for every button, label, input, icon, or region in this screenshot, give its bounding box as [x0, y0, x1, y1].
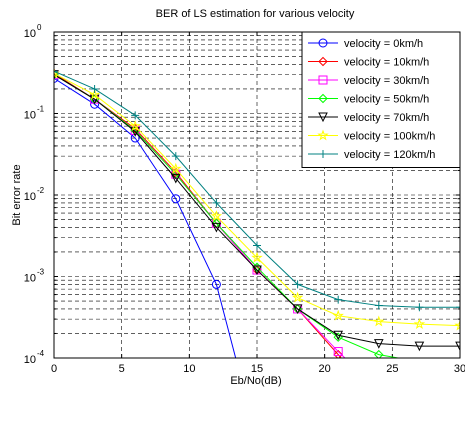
- data-point: [333, 330, 344, 341]
- data-point: [54, 67, 60, 79]
- data-point: [211, 279, 221, 289]
- y-tick-label-base: 10: [24, 110, 36, 122]
- y-tick-label: 10-4: [24, 349, 45, 366]
- y-axis-label: Bit error rate: [11, 164, 23, 225]
- legend-box: [301, 31, 461, 168]
- data-point: [171, 194, 181, 204]
- x-tick-label: 10: [183, 363, 195, 375]
- legend-entry: velocity = 0km/h: [308, 38, 423, 50]
- x-tick-label: 20: [319, 363, 331, 375]
- data-point: [210, 210, 223, 222]
- series-line: [54, 74, 460, 347]
- y-tick-label-exponent: -4: [37, 349, 45, 358]
- data-point: [373, 315, 385, 327]
- data-point: [455, 341, 460, 352]
- data-point: [414, 341, 425, 352]
- y-tick-label-base: 10: [24, 273, 36, 285]
- y-tick-label-base: 10: [24, 354, 36, 366]
- series-5: [54, 67, 460, 331]
- legend-marker: [318, 75, 328, 85]
- legend-marker: [317, 129, 329, 141]
- data-point: [253, 241, 261, 250]
- data-point: [90, 99, 100, 109]
- y-tick-label: 10-3: [24, 268, 45, 285]
- legend-marker: [318, 112, 328, 123]
- data-point: [456, 303, 460, 312]
- data-point: [333, 347, 343, 357]
- y-tick-label: 10-1: [24, 105, 45, 122]
- data-point: [251, 251, 263, 263]
- series-0: [54, 73, 237, 358]
- data-point: [334, 295, 343, 304]
- data-point: [131, 111, 140, 120]
- series-6: [54, 67, 460, 312]
- data-point: [293, 280, 302, 289]
- data-point: [88, 88, 101, 100]
- data-point: [373, 339, 384, 349]
- data-point: [90, 84, 99, 93]
- x-tick-label: 0: [51, 363, 57, 375]
- data-point: [333, 349, 343, 358]
- data-point: [292, 304, 303, 315]
- legend-entry: velocity = 100km/h: [308, 129, 435, 143]
- x-tick-label: 15: [251, 363, 263, 375]
- plot-frame: [53, 31, 461, 359]
- legend-marker: [318, 56, 328, 67]
- y-tick-label-exponent: -2: [37, 186, 45, 195]
- legend-entry: velocity = 70km/h: [308, 112, 429, 124]
- data-point: [374, 301, 383, 310]
- legend-label: velocity = 120km/h: [344, 149, 435, 161]
- legend-marker: [319, 150, 327, 158]
- legend-marker: [318, 93, 328, 104]
- y-tick-label-exponent: 0: [37, 23, 42, 32]
- series-line: [54, 73, 460, 327]
- y-tick-label-exponent: -3: [37, 268, 45, 277]
- data-point: [54, 67, 58, 76]
- x-tick-label: 5: [119, 363, 125, 375]
- y-tick-label-exponent: -1: [37, 105, 45, 114]
- series-layer: [54, 67, 460, 358]
- y-tick-label-base: 10: [24, 191, 36, 203]
- data-point: [252, 265, 262, 276]
- legend: velocity = 0km/h velocity = 10km/h velocit…: [301, 31, 461, 168]
- data-point: [413, 318, 426, 330]
- x-tick-labels: 0 5 10 15 20 25 30: [51, 363, 465, 375]
- legend-label: velocity = 70km/h: [344, 112, 429, 124]
- data-point: [129, 120, 141, 132]
- data-point: [171, 152, 180, 161]
- y-tick-label: 100: [24, 23, 42, 40]
- data-point: [211, 222, 222, 233]
- legend-entry: velocity = 120km/h: [308, 149, 435, 161]
- legend-label: velocity = 30km/h: [344, 75, 429, 87]
- legend-label: velocity = 100km/h: [344, 131, 435, 143]
- x-tick-label: 30: [454, 363, 465, 375]
- x-axis-label: Eb/No(dB): [230, 375, 281, 387]
- y-tick-label-base: 10: [24, 28, 36, 40]
- legend-label: velocity = 0km/h: [344, 38, 423, 50]
- legend-entry: velocity = 50km/h: [308, 94, 429, 106]
- legend-entry: velocity = 30km/h: [308, 75, 429, 87]
- data-point: [454, 319, 460, 331]
- data-point: [415, 303, 424, 312]
- y-tick-label: 10-2: [24, 186, 45, 203]
- legend-label: velocity = 10km/h: [344, 57, 429, 69]
- data-point: [212, 198, 221, 207]
- data-point: [170, 162, 182, 174]
- x-tick-label: 25: [386, 363, 398, 375]
- data-point: [332, 309, 344, 321]
- legend-marker: [318, 38, 328, 48]
- series-line: [54, 77, 237, 358]
- data-point: [374, 349, 384, 358]
- data-point: [170, 173, 181, 184]
- legend-entry: velocity = 10km/h: [308, 57, 429, 69]
- chart-title: BER of LS estimation for various velocit…: [156, 8, 355, 20]
- legend-label: velocity = 50km/h: [344, 94, 429, 106]
- data-point: [291, 291, 304, 303]
